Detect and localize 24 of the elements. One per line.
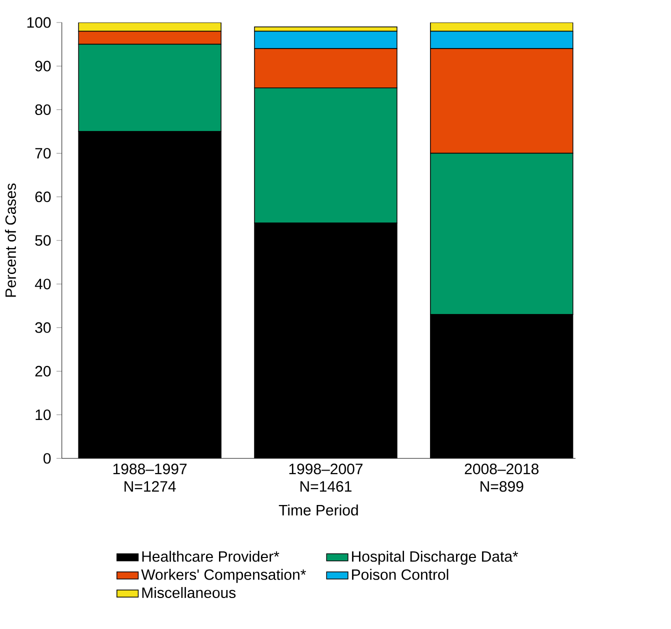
y-tick-label: 60 [35,192,51,202]
y-tick-label: 100 [27,17,51,28]
legend-label: Healthcare Provider* [142,550,280,562]
x-tick-label: 2008–2018 N=899 [464,464,539,492]
x-tick-label: 1988–1997 N=1274 [113,464,187,492]
y-tick-label: 30 [35,322,51,333]
bar [78,22,222,32]
legend-label: Miscellaneous [142,587,236,598]
legend-label: Workers' Compensation* [141,568,306,583]
y-tick-label: 70 [35,148,51,159]
y-tick-label: 50 [35,235,51,246]
y-tick-label: 80 [35,104,51,115]
x-axis-title: Time Period [278,504,358,516]
y-tick-label: 10 [36,409,51,420]
y-axis-title: Percent of Cases [4,183,16,297]
x-tick-label: 1998–2007 N=1461 [289,464,362,492]
y-tick-label: 90 [35,60,51,72]
y-tick-label: 20 [35,366,51,376]
y-tick-label: 40 [34,278,51,290]
bar [430,22,574,32]
legend-label: Hospital Discharge Data* [352,550,518,565]
legend-label: Poison Control [352,568,448,580]
y-tick-label: 0 [44,453,51,464]
bar [254,26,398,32]
